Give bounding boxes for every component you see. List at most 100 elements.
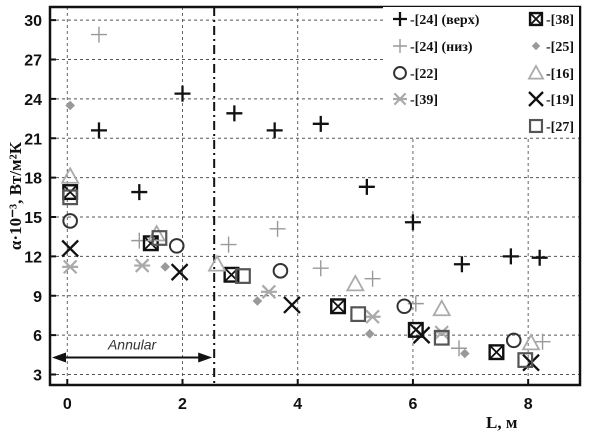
data-point <box>260 284 277 299</box>
point-marker-cross <box>489 344 504 360</box>
data-point <box>131 184 148 201</box>
legend-marker <box>528 11 544 27</box>
legend-marker <box>393 39 407 53</box>
legend-entry: -[39] <box>393 92 438 108</box>
point-marker <box>62 189 79 206</box>
data-point <box>433 329 450 346</box>
data-point <box>62 184 79 201</box>
point-marker <box>170 263 189 281</box>
legend-label: -[16] <box>546 67 574 82</box>
point-marker <box>174 85 191 102</box>
data-point <box>364 329 375 339</box>
x-tick-label: 2 <box>178 396 187 413</box>
point-marker <box>131 184 148 201</box>
data-point <box>364 309 381 324</box>
annotation-arrowhead-right <box>198 352 213 363</box>
data-point <box>266 122 283 139</box>
data-point <box>60 166 80 184</box>
legend-marker-group <box>393 39 407 53</box>
y-tick-label: 3 <box>33 368 42 385</box>
data-point <box>207 254 227 272</box>
point-marker-cross <box>62 184 78 200</box>
series-3 <box>62 258 450 340</box>
data-point <box>330 298 347 315</box>
point-marker <box>235 268 251 284</box>
data-point <box>312 115 329 132</box>
data-point <box>220 236 237 253</box>
series-8 <box>62 189 534 368</box>
y-tick-label: 24 <box>24 92 42 109</box>
point-marker <box>65 100 75 111</box>
data-point <box>168 238 185 254</box>
data-point <box>90 122 107 139</box>
point-marker <box>62 259 79 275</box>
data-point <box>252 296 263 306</box>
y-tick-label: 30 <box>24 13 42 30</box>
point-marker <box>220 236 237 253</box>
data-point <box>90 26 107 43</box>
data-point <box>433 325 450 340</box>
data-point <box>174 85 191 102</box>
point-marker-cross <box>143 235 159 251</box>
legend-label: -[24] (низ) <box>410 40 473 55</box>
legend-marker <box>528 91 544 107</box>
point-marker <box>260 284 277 299</box>
data-point <box>62 213 78 229</box>
point-marker <box>312 260 329 277</box>
annotation-label: Annular <box>107 336 158 352</box>
point-marker <box>404 214 421 231</box>
legend-entry: -[22] <box>393 66 438 82</box>
point-marker <box>350 306 367 323</box>
legend-background <box>383 7 579 137</box>
point-marker <box>433 329 450 346</box>
point-marker <box>432 299 452 317</box>
point-marker <box>151 230 168 246</box>
point-marker-cross <box>330 298 346 314</box>
point-marker <box>90 122 107 139</box>
point-marker <box>266 122 283 139</box>
legend-label: -[39] <box>410 93 438 108</box>
point-marker <box>252 296 263 306</box>
point-marker <box>269 220 286 237</box>
data-point <box>62 259 79 275</box>
point-marker <box>505 332 522 349</box>
point-marker <box>459 348 470 359</box>
y-axis-label: α·10⁻³, Вт/м²К <box>6 141 25 250</box>
legend-label: -[19] <box>546 93 574 108</box>
legend-marker-group <box>527 64 545 80</box>
legend-marker-group <box>528 91 544 107</box>
data-point <box>160 262 171 272</box>
data-point <box>62 189 79 206</box>
point-marker <box>364 270 381 287</box>
data-point <box>488 344 505 361</box>
data-point <box>65 100 75 111</box>
annotation-arrowhead-left <box>52 352 66 363</box>
data-point <box>505 332 522 349</box>
data-point <box>451 340 468 357</box>
data-point <box>226 105 243 122</box>
legend-marker <box>527 64 545 80</box>
x-tick-label: 4 <box>293 396 302 413</box>
legend-marker <box>393 92 407 106</box>
data-point <box>459 348 470 359</box>
y-tick-label: 15 <box>24 210 42 227</box>
point-marker <box>488 344 505 361</box>
y-tick-label: 9 <box>33 289 42 306</box>
point-marker <box>433 325 450 340</box>
data-point <box>269 220 286 237</box>
data-point <box>283 296 301 314</box>
data-point <box>534 333 551 350</box>
legend-marker-group <box>393 66 407 80</box>
data-point <box>61 239 79 258</box>
legend-marker-cross <box>529 12 543 26</box>
y-tick-label: 27 <box>24 53 42 70</box>
point-marker <box>223 266 240 283</box>
point-marker <box>61 239 79 258</box>
point-marker <box>407 321 424 338</box>
point-marker <box>345 274 365 292</box>
plot-frame <box>48 5 582 387</box>
legend-marker-group <box>393 92 407 106</box>
x-tick-label: 0 <box>63 396 72 413</box>
series-0 <box>90 85 548 273</box>
point-marker <box>412 326 431 344</box>
